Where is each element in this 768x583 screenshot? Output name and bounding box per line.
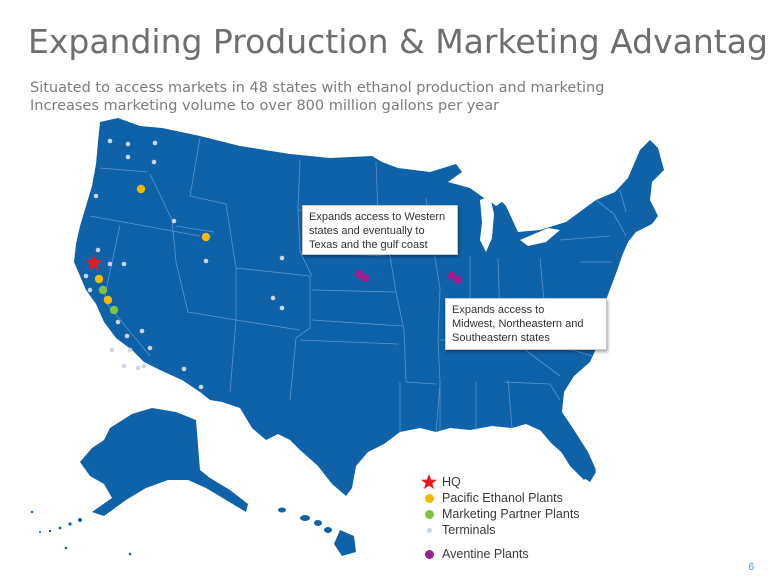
- legend-row-aventine: Aventine Plants: [420, 546, 580, 562]
- terminal-dot-icon: [420, 527, 438, 533]
- lake-michigan: [480, 196, 494, 252]
- aventine-markers: [354, 269, 463, 285]
- hq-star-marker: [85, 254, 103, 271]
- hq-star-icon: [420, 474, 438, 490]
- legend-label-aventine: Aventine Plants: [442, 547, 529, 561]
- alaska-shape: [80, 408, 248, 516]
- pacific-ethanol-markers: [94, 184, 211, 305]
- purple-dot-icon: [420, 549, 438, 559]
- great-lakes: [462, 172, 548, 224]
- lake-erie: [520, 228, 560, 246]
- legend-row-partner: Marketing Partner Plants: [420, 506, 580, 522]
- legend-row-hq: HQ: [420, 474, 580, 490]
- us-map: [30, 118, 664, 556]
- contiguous-us-shape: [74, 118, 664, 496]
- yellow-dot-icon: [420, 493, 438, 503]
- midwest-access-callout: Expands access to Midwest, Northeastern …: [445, 298, 607, 350]
- legend-label-hq: HQ: [442, 475, 461, 489]
- legend-label-pacific: Pacific Ethanol Plants: [442, 491, 563, 505]
- marketing-partner-markers: [98, 285, 119, 315]
- legend-row-pacific: Pacific Ethanol Plants: [420, 490, 580, 506]
- western-access-callout: Expands access to Western states and eve…: [302, 205, 458, 255]
- page-number: 6: [748, 562, 754, 573]
- legend-label-partner: Marketing Partner Plants: [442, 507, 580, 521]
- map-legend: HQ Pacific Ethanol Plants Marketing Part…: [420, 474, 580, 562]
- slide-title: Expanding Production & Marketing Advanta…: [28, 22, 768, 61]
- subtitle-line-1: Situated to access markets in 48 states …: [30, 80, 605, 96]
- subtitle-line-2: Increases marketing volume to over 800 m…: [30, 98, 500, 114]
- terminal-markers: [83, 138, 285, 390]
- hawaii-shape: [278, 507, 356, 556]
- aleutian-islands: [30, 510, 132, 556]
- legend-row-terminals: Terminals: [420, 522, 580, 538]
- legend-label-terminals: Terminals: [442, 523, 496, 537]
- florida: [540, 424, 596, 482]
- green-dot-icon: [420, 509, 438, 519]
